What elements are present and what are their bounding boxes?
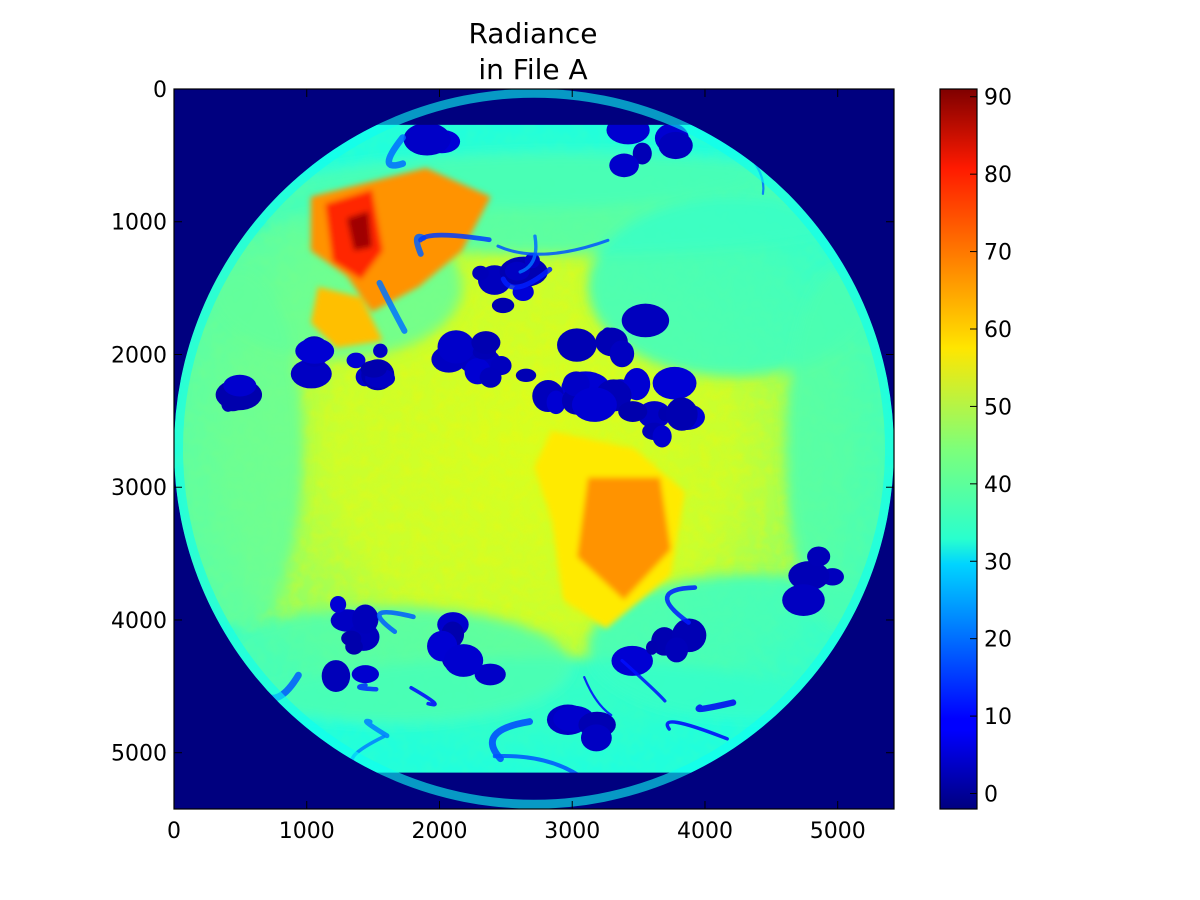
x-tick-label: 3000 [544, 819, 600, 844]
colorbar-tick-label: 0 [984, 783, 998, 808]
cloud-streak [500, 266, 553, 290]
colorbar-tick-label: 70 [984, 241, 1012, 266]
land-mexico [310, 286, 383, 348]
y-tick-label: 4000 [111, 609, 167, 634]
convective-cloud [807, 546, 831, 567]
convective-cloud [472, 265, 489, 281]
y-tick-label: 0 [153, 78, 167, 103]
convective-cloud [632, 142, 652, 165]
convective-cloud [223, 374, 257, 397]
cloud-streak [418, 232, 492, 243]
x-tick-label: 2000 [411, 819, 467, 844]
convective-cloud [437, 330, 475, 364]
convective-cloud [618, 401, 648, 422]
convective-cloud [609, 340, 635, 368]
convective-cloud [652, 425, 672, 448]
convective-cloud [471, 331, 501, 354]
y-tick-label: 2000 [111, 343, 167, 368]
x-axis: 0 1000 2000 3000 4000 5000 [167, 89, 866, 844]
convective-cloud [515, 368, 537, 383]
colorbar-tick-label: 10 [984, 705, 1012, 730]
cloud-band [174, 268, 304, 629]
y-tick-label: 1000 [111, 211, 167, 236]
disk-limb [174, 89, 894, 809]
colorbar-tick-label: 60 [984, 318, 1012, 343]
convective-cloud [665, 637, 689, 663]
convective-cloud [571, 387, 617, 422]
convective-cloud [611, 645, 653, 676]
cloud-streak [496, 238, 610, 256]
colorbar-tick-label: 20 [984, 628, 1012, 653]
convective-cloud [546, 390, 566, 415]
y-axis: 0 1000 2000 3000 4000 5000 [111, 78, 894, 767]
convective-cloud [788, 561, 830, 591]
convective-cloud [352, 604, 379, 634]
colorbar-tick-label: 50 [984, 395, 1012, 420]
convective-cloud [782, 584, 825, 616]
cloud-streak [488, 718, 534, 763]
convective-cloud [580, 724, 612, 752]
convective-cloud [290, 359, 332, 389]
convective-cloud [606, 124, 650, 145]
colorbar-tick-label: 80 [984, 163, 1012, 188]
convective-cloud [373, 343, 388, 358]
chart-title-line-1: Radiance [468, 17, 597, 50]
heatmap-image [174, 89, 894, 809]
convective-cloud [351, 665, 379, 684]
convective-cloud [403, 124, 451, 156]
land-brazil [577, 477, 671, 600]
land-peak-region [346, 211, 372, 251]
y-tick-label: 3000 [111, 476, 167, 501]
chart-title-line-2: in File A [478, 53, 587, 86]
x-tick-label: 1000 [279, 819, 335, 844]
cloud-streak [518, 234, 538, 274]
cloud-streak [695, 699, 737, 713]
cloud-streak [665, 720, 729, 741]
convective-cloud [645, 640, 658, 655]
convective-cloud [479, 367, 502, 388]
colorbar-tick-label: 90 [984, 86, 1012, 111]
cloud-streak [377, 609, 416, 635]
cloud-band [210, 607, 570, 723]
convective-cloud [295, 338, 335, 364]
cloud-streak [357, 682, 379, 692]
y-tick-label: 5000 [111, 742, 167, 767]
convective-cloud [330, 596, 347, 613]
convective-cloud [609, 153, 639, 178]
convective-cloud [491, 297, 515, 314]
earth-disk [174, 89, 894, 809]
convective-cloud [341, 630, 362, 647]
convective-cloud [321, 660, 351, 692]
convective-cloud [557, 328, 597, 362]
cloud-streak [664, 585, 698, 625]
cloud-streak [620, 658, 667, 703]
plot-frame [173, 88, 895, 810]
colorbar-axis: 0 10 20 30 40 50 60 70 80 90 [970, 86, 1012, 808]
colorbar [939, 88, 978, 810]
convective-cloud [621, 303, 670, 338]
convective-cloud [665, 397, 698, 431]
cloud-streak [376, 279, 408, 334]
convective-cloud [474, 663, 506, 686]
colorbar-tick-label: 40 [984, 473, 1012, 498]
convective-cloud [443, 644, 484, 677]
cloud-streak [385, 134, 407, 169]
cloud-streak [492, 753, 597, 773]
x-tick-label: 5000 [810, 819, 866, 844]
x-tick-label: 4000 [677, 819, 733, 844]
convective-cloud [504, 261, 530, 281]
convective-cloud [652, 366, 697, 400]
convective-cloud [360, 360, 387, 378]
x-tick-label: 0 [167, 819, 181, 844]
cloud-streak [583, 675, 613, 717]
convective-cloud [658, 131, 693, 160]
cloud-streak [409, 685, 437, 707]
colorbar-tick-label: 30 [984, 550, 1012, 575]
convective-cloud [346, 352, 366, 369]
cloud-band [786, 268, 894, 629]
cloud-streak [364, 718, 390, 739]
